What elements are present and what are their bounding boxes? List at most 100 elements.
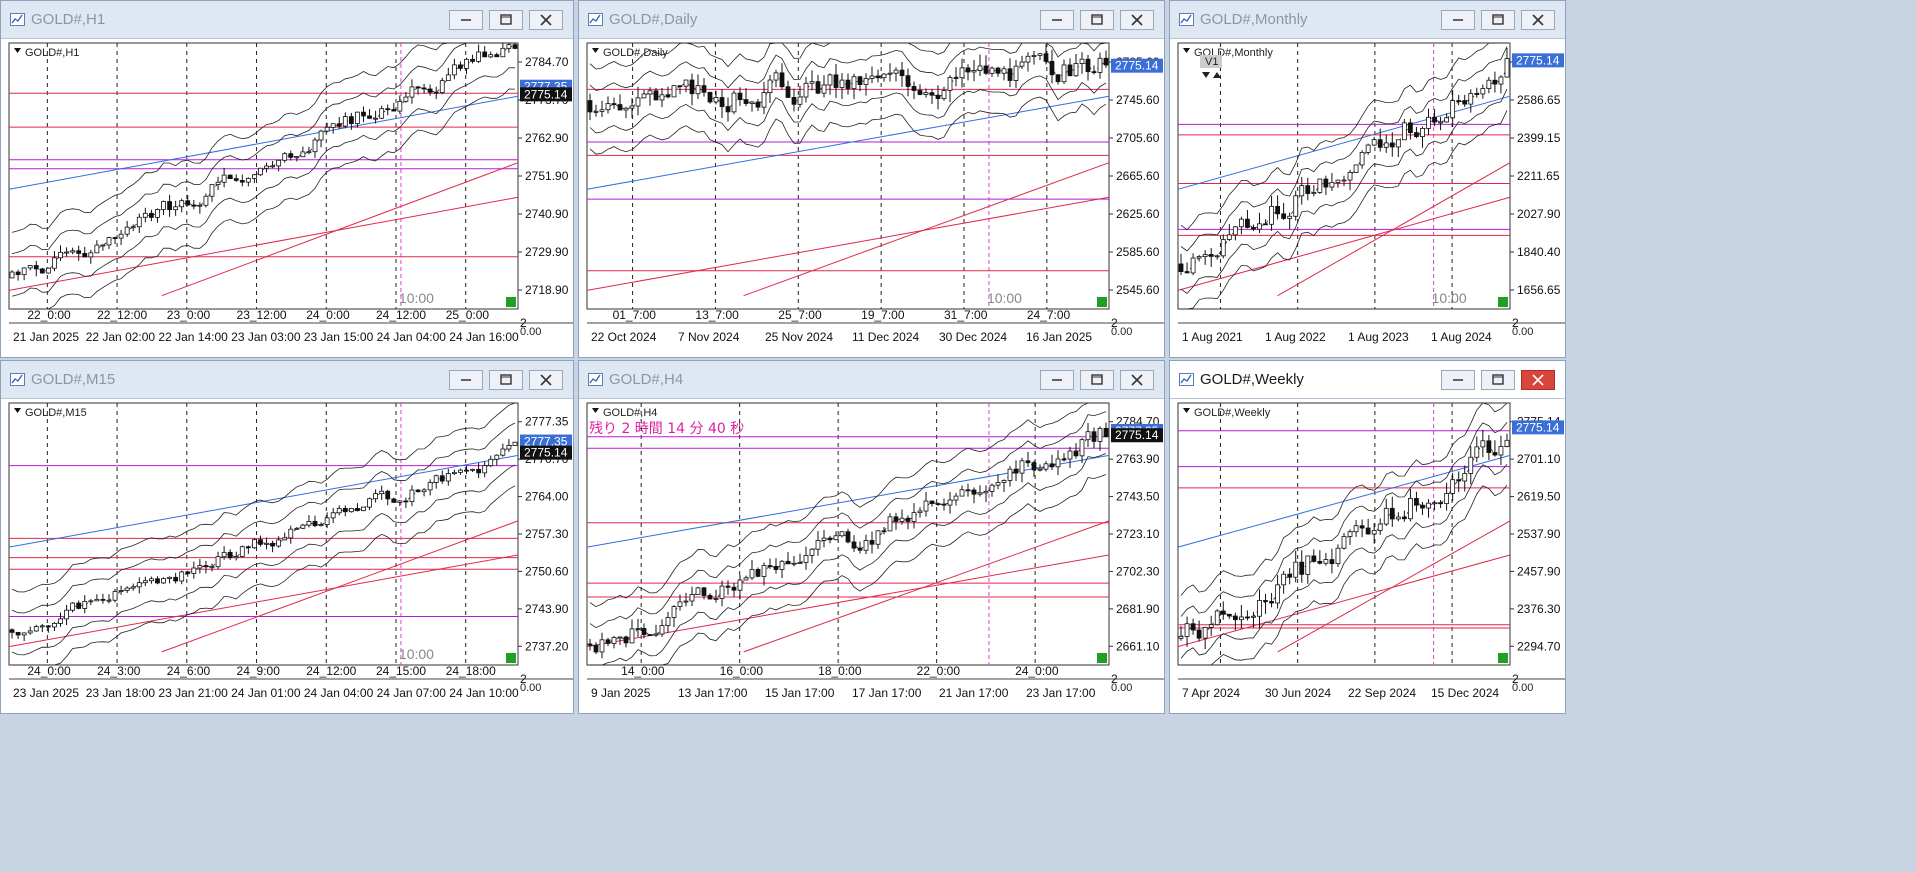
- candle-body: [1462, 473, 1468, 482]
- candle-body: [1281, 213, 1287, 219]
- candle-body: [611, 103, 617, 105]
- collapse-triangle-icon[interactable]: [14, 408, 21, 413]
- candle-body: [270, 165, 275, 168]
- date-axis-label: 24 Jan 07:00: [377, 686, 447, 700]
- candle-body: [1055, 458, 1061, 468]
- maximize-button[interactable]: [1080, 10, 1114, 30]
- trendline[interactable]: [586, 554, 1110, 648]
- candle-body: [863, 540, 869, 551]
- collapse-triangle-icon[interactable]: [1183, 408, 1190, 413]
- chart-window-weekly[interactable]: GOLD#,Weekly GOLD#,Weekly 2775.14 2701.10 2…: [1169, 360, 1566, 714]
- trendline[interactable]: [1177, 196, 1511, 291]
- trendline[interactable]: [161, 520, 519, 653]
- price-chart[interactable]: GOLD#,Monthly2775.142586.652399.152211.6…: [1170, 39, 1565, 358]
- close-button[interactable]: [1120, 370, 1154, 390]
- candle-body: [935, 94, 941, 99]
- window-titlebar[interactable]: GOLD#,M15: [1, 361, 573, 399]
- candle-body: [1359, 525, 1365, 529]
- collapse-triangle-icon[interactable]: [1183, 48, 1190, 53]
- collapse-triangle-icon[interactable]: [592, 48, 599, 53]
- price-axis-label: 2399.15: [1517, 131, 1561, 145]
- candle-body: [94, 244, 100, 254]
- candle-body: [917, 510, 923, 514]
- candle-body: [415, 86, 421, 89]
- price-axis-label: 1840.40: [1517, 245, 1561, 259]
- chart-window-m15[interactable]: GOLD#,M15 GOLD#,M152777.352770.702764.00…: [0, 360, 574, 714]
- trade-level-marker[interactable]: [506, 297, 516, 307]
- chart-window-daily[interactable]: GOLD#,Daily GOLD#,Daily2785.602745.60270…: [578, 0, 1165, 358]
- minimize-button[interactable]: [1441, 10, 1475, 30]
- window-titlebar[interactable]: GOLD#,H1: [1, 1, 573, 39]
- candle-body: [58, 251, 63, 259]
- scroll-up-icon[interactable]: [1213, 72, 1221, 78]
- maximize-button[interactable]: [1481, 370, 1515, 390]
- close-button[interactable]: [529, 10, 563, 30]
- candle-body: [264, 165, 269, 169]
- date-axis-label: 22 Jan 14:00: [158, 330, 228, 344]
- trendline[interactable]: [1177, 554, 1511, 648]
- candle-body: [875, 75, 881, 79]
- candle-body: [27, 630, 33, 634]
- price-chart[interactable]: GOLD#,M152777.352770.702764.002757.30275…: [1, 399, 573, 714]
- trendline[interactable]: [586, 196, 1110, 291]
- trade-level-marker[interactable]: [1498, 297, 1508, 307]
- minimize-button[interactable]: [449, 10, 483, 30]
- maximize-button[interactable]: [489, 10, 523, 30]
- close-icon: [1532, 14, 1544, 26]
- maximize-button[interactable]: [489, 370, 523, 390]
- minimize-button[interactable]: [449, 370, 483, 390]
- trendline[interactable]: [586, 95, 1110, 190]
- candle-body: [1079, 439, 1085, 457]
- candle-body: [58, 618, 63, 624]
- collapse-triangle-icon[interactable]: [592, 408, 599, 413]
- indicator-scale-max: 2: [1512, 672, 1519, 686]
- window-titlebar[interactable]: GOLD#,H4: [579, 361, 1164, 399]
- close-button[interactable]: [529, 370, 563, 390]
- candle-body: [977, 65, 983, 71]
- trendline[interactable]: [8, 95, 519, 190]
- trendline[interactable]: [743, 520, 1110, 653]
- scroll-down-icon[interactable]: [1202, 72, 1210, 78]
- trendline[interactable]: [1277, 162, 1511, 297]
- price-chart[interactable]: GOLD#,Weekly 2775.14 2701.10 2619.50 2537.90…: [1170, 399, 1565, 714]
- trade-level-marker[interactable]: [1498, 653, 1508, 663]
- price-chart[interactable]: GOLD#,H12784.702773.702762.902751.902740…: [1, 39, 573, 358]
- minimize-button[interactable]: [1441, 370, 1475, 390]
- time-axis-label: 18_0:00: [818, 664, 862, 678]
- minimize-button[interactable]: [1040, 10, 1074, 30]
- trade-level-marker[interactable]: [1097, 653, 1107, 663]
- trade-level-marker[interactable]: [506, 653, 516, 663]
- candle-body: [227, 551, 233, 559]
- chart-window-h1[interactable]: GOLD#,H1 GOLD#,H12784.702773.702762.9027…: [0, 0, 574, 358]
- trendline[interactable]: [743, 162, 1110, 297]
- trade-level-marker[interactable]: [1097, 297, 1107, 307]
- trendline[interactable]: [1277, 520, 1511, 653]
- candle-body: [605, 103, 611, 111]
- candle-body: [815, 81, 821, 94]
- candle-body: [52, 257, 57, 269]
- close-button[interactable]: [1521, 370, 1555, 390]
- trendline[interactable]: [161, 162, 519, 297]
- candle-body: [761, 92, 767, 108]
- trendline[interactable]: [8, 554, 519, 648]
- close-button[interactable]: [1120, 10, 1154, 30]
- candle-body: [677, 601, 683, 607]
- maximize-button[interactable]: [1080, 370, 1114, 390]
- collapse-triangle-icon[interactable]: [14, 48, 21, 53]
- window-titlebar[interactable]: GOLD#,Weekly: [1170, 361, 1565, 399]
- minimize-button[interactable]: [1040, 370, 1074, 390]
- close-button[interactable]: [1521, 10, 1555, 30]
- window-titlebar[interactable]: GOLD#,Monthly: [1170, 1, 1565, 39]
- trendline[interactable]: [8, 196, 519, 291]
- candle-body: [947, 77, 953, 91]
- chart-window-h4[interactable]: GOLD#,H4 GOLD#,H4 残り 2 時間 14 分 40 秒 2784.7…: [578, 360, 1165, 714]
- chart-window-monthly[interactable]: GOLD#,Monthly GOLD#,Monthly2775.142586.6…: [1169, 0, 1566, 358]
- price-chart[interactable]: GOLD#,Daily2785.602745.602705.602665.602…: [579, 39, 1164, 358]
- window-titlebar[interactable]: GOLD#,Daily: [579, 1, 1164, 39]
- candle-body: [385, 490, 391, 500]
- candle-body: [45, 625, 51, 628]
- candle-body: [233, 178, 239, 181]
- candle-body: [451, 471, 457, 474]
- maximize-button[interactable]: [1481, 10, 1515, 30]
